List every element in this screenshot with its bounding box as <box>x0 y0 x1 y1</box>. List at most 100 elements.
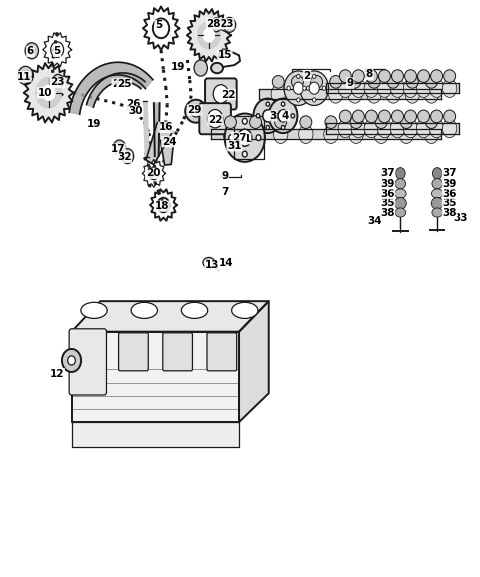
Ellipse shape <box>225 116 237 129</box>
Ellipse shape <box>311 76 323 88</box>
Ellipse shape <box>367 85 381 103</box>
Ellipse shape <box>328 85 343 103</box>
Ellipse shape <box>324 125 338 144</box>
Circle shape <box>256 135 261 141</box>
Text: 17: 17 <box>111 144 125 154</box>
Text: 28: 28 <box>206 18 221 29</box>
Ellipse shape <box>365 70 377 83</box>
Circle shape <box>297 74 300 78</box>
Ellipse shape <box>310 85 324 103</box>
Text: 8: 8 <box>366 69 373 80</box>
Ellipse shape <box>395 208 406 217</box>
Ellipse shape <box>390 119 405 138</box>
Ellipse shape <box>395 197 406 209</box>
Text: 1: 1 <box>243 134 251 144</box>
Circle shape <box>297 98 300 102</box>
Circle shape <box>121 149 134 164</box>
FancyBboxPatch shape <box>163 333 192 371</box>
Text: 29: 29 <box>187 105 202 115</box>
Circle shape <box>269 99 298 133</box>
Circle shape <box>293 82 303 94</box>
Text: 11: 11 <box>16 72 31 82</box>
Circle shape <box>281 125 285 130</box>
Circle shape <box>281 102 285 106</box>
Circle shape <box>68 356 75 365</box>
Circle shape <box>263 110 273 122</box>
Ellipse shape <box>350 116 362 129</box>
FancyBboxPatch shape <box>69 329 107 395</box>
Ellipse shape <box>378 110 390 123</box>
Circle shape <box>256 114 260 118</box>
Circle shape <box>396 168 405 179</box>
Ellipse shape <box>395 178 406 189</box>
Circle shape <box>309 82 319 94</box>
Ellipse shape <box>291 76 303 88</box>
Circle shape <box>291 114 295 118</box>
Ellipse shape <box>432 178 443 189</box>
Polygon shape <box>72 301 269 332</box>
Circle shape <box>230 131 238 140</box>
Circle shape <box>242 151 247 157</box>
Ellipse shape <box>432 208 443 217</box>
Text: 3: 3 <box>269 111 276 121</box>
FancyBboxPatch shape <box>205 78 237 110</box>
Ellipse shape <box>431 70 443 83</box>
Ellipse shape <box>181 302 208 319</box>
Circle shape <box>223 17 236 32</box>
Text: 2: 2 <box>303 70 311 81</box>
Circle shape <box>312 98 316 102</box>
Ellipse shape <box>191 106 201 117</box>
Ellipse shape <box>81 302 107 319</box>
Ellipse shape <box>131 302 157 319</box>
Circle shape <box>303 86 306 90</box>
Polygon shape <box>239 301 269 422</box>
Circle shape <box>284 71 313 106</box>
Text: 36: 36 <box>443 189 457 198</box>
Ellipse shape <box>443 79 457 98</box>
Ellipse shape <box>424 125 439 144</box>
Text: 13: 13 <box>205 260 219 271</box>
Ellipse shape <box>418 70 430 83</box>
Ellipse shape <box>374 125 388 144</box>
Ellipse shape <box>432 189 443 198</box>
Ellipse shape <box>349 125 363 144</box>
Ellipse shape <box>431 197 443 209</box>
Circle shape <box>266 125 269 130</box>
Text: 38: 38 <box>443 208 457 218</box>
Ellipse shape <box>425 116 437 129</box>
Ellipse shape <box>405 70 417 83</box>
Ellipse shape <box>185 100 207 123</box>
Ellipse shape <box>248 125 263 144</box>
Ellipse shape <box>211 63 223 73</box>
Ellipse shape <box>203 257 215 268</box>
Text: 22: 22 <box>221 89 235 99</box>
Polygon shape <box>154 103 159 156</box>
Text: 7: 7 <box>221 187 228 197</box>
Polygon shape <box>72 332 239 422</box>
Ellipse shape <box>406 76 418 88</box>
Ellipse shape <box>392 70 404 83</box>
Circle shape <box>42 85 55 100</box>
Ellipse shape <box>377 79 392 98</box>
Text: 39: 39 <box>443 179 457 189</box>
Ellipse shape <box>387 76 399 88</box>
Text: 33: 33 <box>453 213 468 223</box>
Text: 23: 23 <box>50 77 64 88</box>
Ellipse shape <box>395 189 406 198</box>
Text: 38: 38 <box>380 208 395 218</box>
Circle shape <box>225 114 265 162</box>
Text: 12: 12 <box>50 369 64 379</box>
Text: 19: 19 <box>170 62 185 72</box>
Polygon shape <box>72 422 239 447</box>
Circle shape <box>210 18 222 32</box>
Ellipse shape <box>349 76 361 88</box>
Ellipse shape <box>405 85 420 103</box>
Ellipse shape <box>338 119 352 138</box>
Text: 15: 15 <box>217 50 232 61</box>
Text: 35: 35 <box>380 198 395 208</box>
Ellipse shape <box>338 79 352 98</box>
Ellipse shape <box>425 76 437 88</box>
Text: 4: 4 <box>282 111 289 121</box>
Text: 24: 24 <box>162 137 177 147</box>
Text: 21: 21 <box>112 79 127 89</box>
